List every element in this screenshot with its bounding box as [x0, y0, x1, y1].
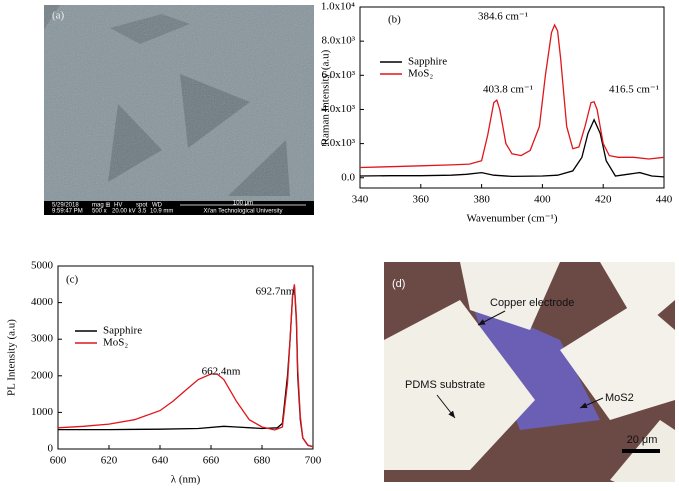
- info-text: 9:59:47 PM: [52, 209, 83, 215]
- x-axis-label: λ (nm): [171, 474, 201, 486]
- sem-image: 5/29/2018 9:59:47 PM mag ⊞ 500 x HV 20.0…: [44, 5, 314, 215]
- scale-text: 100 μm: [233, 201, 253, 207]
- x-tick-label: 680: [254, 455, 271, 467]
- image-label: Copper electrode: [490, 297, 574, 309]
- info-bar: 5/29/2018 9:59:47 PM mag ⊞ 500 x HV 20.0…: [52, 201, 306, 215]
- x-axis-label: Wavenumber (cm⁻¹): [467, 213, 558, 225]
- y-tick-label: 3000: [31, 333, 54, 345]
- x-tick-label: 600: [50, 455, 67, 467]
- annotation: 692.7nm: [256, 286, 295, 298]
- legend-label: MoS₂: [408, 68, 433, 80]
- y-tick-label: 8.0x10³: [321, 35, 355, 47]
- series-line: [57, 284, 314, 448]
- annotation: 416.5 cm⁻¹: [609, 84, 659, 96]
- y-tick-label: 0: [48, 443, 54, 455]
- y-axis-label: PL Intensity (a.u): [6, 319, 18, 396]
- info-text: 3.5: [138, 209, 147, 215]
- annotation: 662.4nm: [202, 366, 241, 378]
- optical-image: (d) Copper electrode PDMS substrate MoS2…: [384, 262, 675, 482]
- x-tick-label: 660: [203, 455, 220, 467]
- y-tick-label: 2.0x10³: [321, 137, 355, 149]
- x-tick-label: 400: [534, 194, 551, 206]
- info-text: 20.00 kV: [112, 209, 136, 215]
- info-text: 10.9 mm: [150, 209, 173, 215]
- x-tick-label: 340: [352, 194, 369, 206]
- x-tick-label: 620: [101, 455, 118, 467]
- series-line: [58, 285, 314, 448]
- x-tick-label: 700: [305, 455, 322, 467]
- info-text: 500 x: [92, 209, 107, 215]
- info-text: HV: [114, 203, 122, 209]
- annotation: 403.8 cm⁻¹: [483, 84, 533, 96]
- y-tick-label: 4.0x10³: [321, 103, 355, 115]
- y-tick-label: 2000: [31, 369, 54, 381]
- info-text: WD: [152, 203, 163, 209]
- x-tick-label: 380: [473, 194, 490, 206]
- scale-text: 20 μm: [627, 434, 658, 446]
- y-tick-label: 6.0x10³: [321, 69, 355, 81]
- series-line: [359, 23, 665, 169]
- image-label: PDMS substrate: [405, 379, 485, 391]
- legend-label: MoS₂: [103, 337, 128, 349]
- y-tick-label: 0.0: [341, 171, 355, 183]
- plot-area: [359, 6, 665, 189]
- panel-label: (c): [66, 274, 79, 286]
- image-label: MoS2: [605, 392, 634, 404]
- y-tick-label: 1.0x10⁴: [321, 1, 355, 13]
- x-tick-label: 440: [656, 194, 673, 206]
- y-tick-label: 4000: [31, 296, 54, 308]
- legend-label: Sapphire: [103, 325, 142, 337]
- y-tick-label: 1000: [31, 406, 54, 418]
- series-line: [359, 118, 665, 178]
- x-tick-label: 420: [595, 194, 612, 206]
- x-tick-label: 360: [413, 194, 430, 206]
- panel-label: (b): [388, 14, 401, 26]
- annotation: 384.6 cm⁻¹: [478, 11, 528, 23]
- institution: Xi'an Technological University: [203, 209, 282, 215]
- panel-label: (a): [52, 10, 65, 22]
- plot-area: [57, 265, 314, 450]
- panel-label: (d): [392, 278, 405, 290]
- info-text: mag ⊞: [92, 203, 110, 209]
- y-axis-label: Raman Intensity (a.u): [320, 49, 332, 145]
- x-tick-label: 640: [152, 455, 169, 467]
- y-tick-label: 5000: [31, 260, 54, 272]
- legend-label: Sapphire: [408, 56, 447, 68]
- info-text: spot: [136, 203, 148, 209]
- info-text: 5/29/2018: [52, 203, 79, 209]
